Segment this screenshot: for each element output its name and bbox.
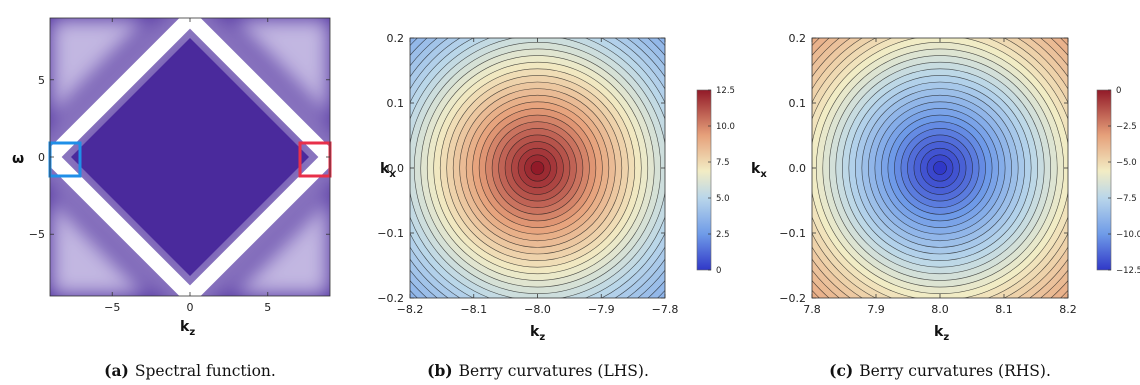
caption-c: (c) Berry curvatures (RHS). bbox=[829, 361, 1051, 380]
ytick-label: 0.0 bbox=[387, 162, 405, 175]
panel-a-xtick-label: 5 bbox=[264, 301, 271, 314]
panel-c-ylabel: kx bbox=[751, 161, 767, 180]
panel-a-corner-glows bbox=[50, 18, 330, 296]
panel-a-ticks: −5 0 5 −5 0 5 bbox=[29, 18, 330, 314]
panel-c-colorbar-ticks: 0 −2.5 −5.0 −7.5 −10.0 −12.5 bbox=[1108, 86, 1140, 276]
colorbar-tick-label: 10.0 bbox=[716, 122, 735, 132]
panel-a-xtick-label: 0 bbox=[187, 301, 194, 314]
ytick-label: 0.1 bbox=[789, 97, 807, 110]
panel-b-xlabel-main: k bbox=[530, 324, 540, 340]
caption-a-label: (a) bbox=[104, 361, 129, 380]
panel-a-ytick-label: 5 bbox=[38, 74, 45, 87]
panel-c-contours bbox=[812, 38, 1068, 298]
panel-a-inner-diamond bbox=[71, 38, 309, 276]
colorbar-tick-label: −5.0 bbox=[1116, 158, 1137, 168]
panel-b-ylabel: kx bbox=[380, 161, 396, 180]
panel-c-colorbar bbox=[1096, 89, 1112, 271]
contour-level bbox=[530, 161, 545, 175]
xtick-label: 8.0 bbox=[931, 303, 949, 316]
panel-b-ylabel-main: k bbox=[380, 161, 390, 177]
panel-b-ticks: −8.2 −8.1 −8.0 −7.9 −7.8 −0.2 −0.1 0.0 0.1 0.2 bbox=[377, 32, 678, 316]
caption-b: (b) Berry curvatures (LHS). bbox=[427, 361, 649, 380]
panel-c-xlabel-sub: z bbox=[943, 332, 949, 343]
caption-a: (a) Spectral function. bbox=[104, 361, 276, 380]
ytick-label: 0.2 bbox=[387, 32, 405, 45]
ytick-label: −0.2 bbox=[779, 292, 806, 305]
xtick-label: −7.9 bbox=[588, 303, 615, 316]
caption-b-text: Berry curvatures (LHS). bbox=[459, 362, 649, 380]
panel-a-spectral-function: −5 0 5 −5 0 5 ω kz bbox=[12, 17, 332, 338]
ytick-label: −0.1 bbox=[377, 227, 404, 240]
colorbar-tick-label: −10.0 bbox=[1116, 230, 1140, 240]
colorbar-tick-label: 7.5 bbox=[716, 158, 730, 168]
ytick-label: 0.0 bbox=[789, 162, 807, 175]
panel-a-ytick-label: −5 bbox=[29, 228, 45, 241]
colorbar-tick-label: −2.5 bbox=[1116, 122, 1137, 132]
colorbar-tick-label: 0 bbox=[716, 266, 721, 276]
panel-a-xlabel: kz bbox=[180, 319, 195, 338]
ytick-label: −0.2 bbox=[377, 292, 404, 305]
panel-a-plot-area bbox=[50, 18, 330, 296]
xtick-label: 8.1 bbox=[995, 303, 1013, 316]
caption-c-text: Berry curvatures (RHS). bbox=[859, 362, 1051, 380]
panel-b-xlabel: kz bbox=[530, 324, 545, 343]
panel-a-xlabel-main: k bbox=[180, 319, 190, 335]
panel-a-xlabel-sub: z bbox=[189, 327, 195, 338]
caption-c-label: (c) bbox=[829, 361, 853, 380]
xtick-label: −8.0 bbox=[524, 303, 551, 316]
panel-c-ticks: 7.8 7.9 8.0 8.1 8.2 −0.2 −0.1 0.0 0.1 0.2 bbox=[779, 32, 1076, 316]
xtick-label: −8.2 bbox=[397, 303, 424, 316]
panel-b-colorbar-ticks: 0 2.5 5.0 7.5 10.0 12.5 bbox=[708, 86, 735, 276]
ytick-label: 0.2 bbox=[789, 32, 807, 45]
colorbar-tick-label: −7.5 bbox=[1116, 194, 1137, 204]
panel-c-ylabel-sub: x bbox=[760, 169, 767, 180]
caption-b-label: (b) bbox=[427, 361, 453, 380]
colorbar-tick-label: 12.5 bbox=[716, 86, 735, 96]
panel-a-xtick-label: −5 bbox=[104, 301, 120, 314]
panel-a-ylabel: ω bbox=[12, 151, 24, 167]
panel-c-xlabel-main: k bbox=[934, 324, 944, 340]
panel-a-ytick-label: 0 bbox=[38, 151, 45, 164]
ytick-label: 0.1 bbox=[387, 97, 405, 110]
panel-b-xlabel-sub: z bbox=[539, 332, 545, 343]
xtick-label: 7.9 bbox=[867, 303, 885, 316]
ytick-label: −0.1 bbox=[779, 227, 806, 240]
panel-b-colorbar bbox=[696, 89, 712, 271]
xtick-label: 8.2 bbox=[1059, 303, 1077, 316]
panel-b-berry-lhs: −8.2 −8.1 −8.0 −7.9 −7.8−0.2−0.10.00.10.2 kx… bbox=[377, 32, 735, 343]
xtick-label: −7.8 bbox=[652, 303, 679, 316]
panel-c-ylabel-main: k bbox=[751, 161, 761, 177]
caption-a-text: Spectral function. bbox=[135, 362, 276, 380]
panel-c-xlabel: kz bbox=[934, 324, 949, 343]
panel-b-contours bbox=[410, 38, 665, 298]
colorbar-tick-label: 2.5 bbox=[716, 230, 730, 240]
xtick-label: −8.1 bbox=[460, 303, 487, 316]
contour-level bbox=[933, 161, 947, 175]
colorbar-tick-label: 5.0 bbox=[716, 194, 730, 204]
panel-b-ylabel-sub: x bbox=[389, 169, 396, 180]
colorbar-tick-label: 0 bbox=[1116, 86, 1121, 96]
xtick-label: 7.8 bbox=[803, 303, 821, 316]
colorbar-tick-label: −12.5 bbox=[1116, 266, 1140, 276]
panel-c-berry-rhs: 7.8 7.9 8.0 8.1 8.2−0.2−0.10.00.10.2 kx kz 0… bbox=[751, 32, 1140, 343]
